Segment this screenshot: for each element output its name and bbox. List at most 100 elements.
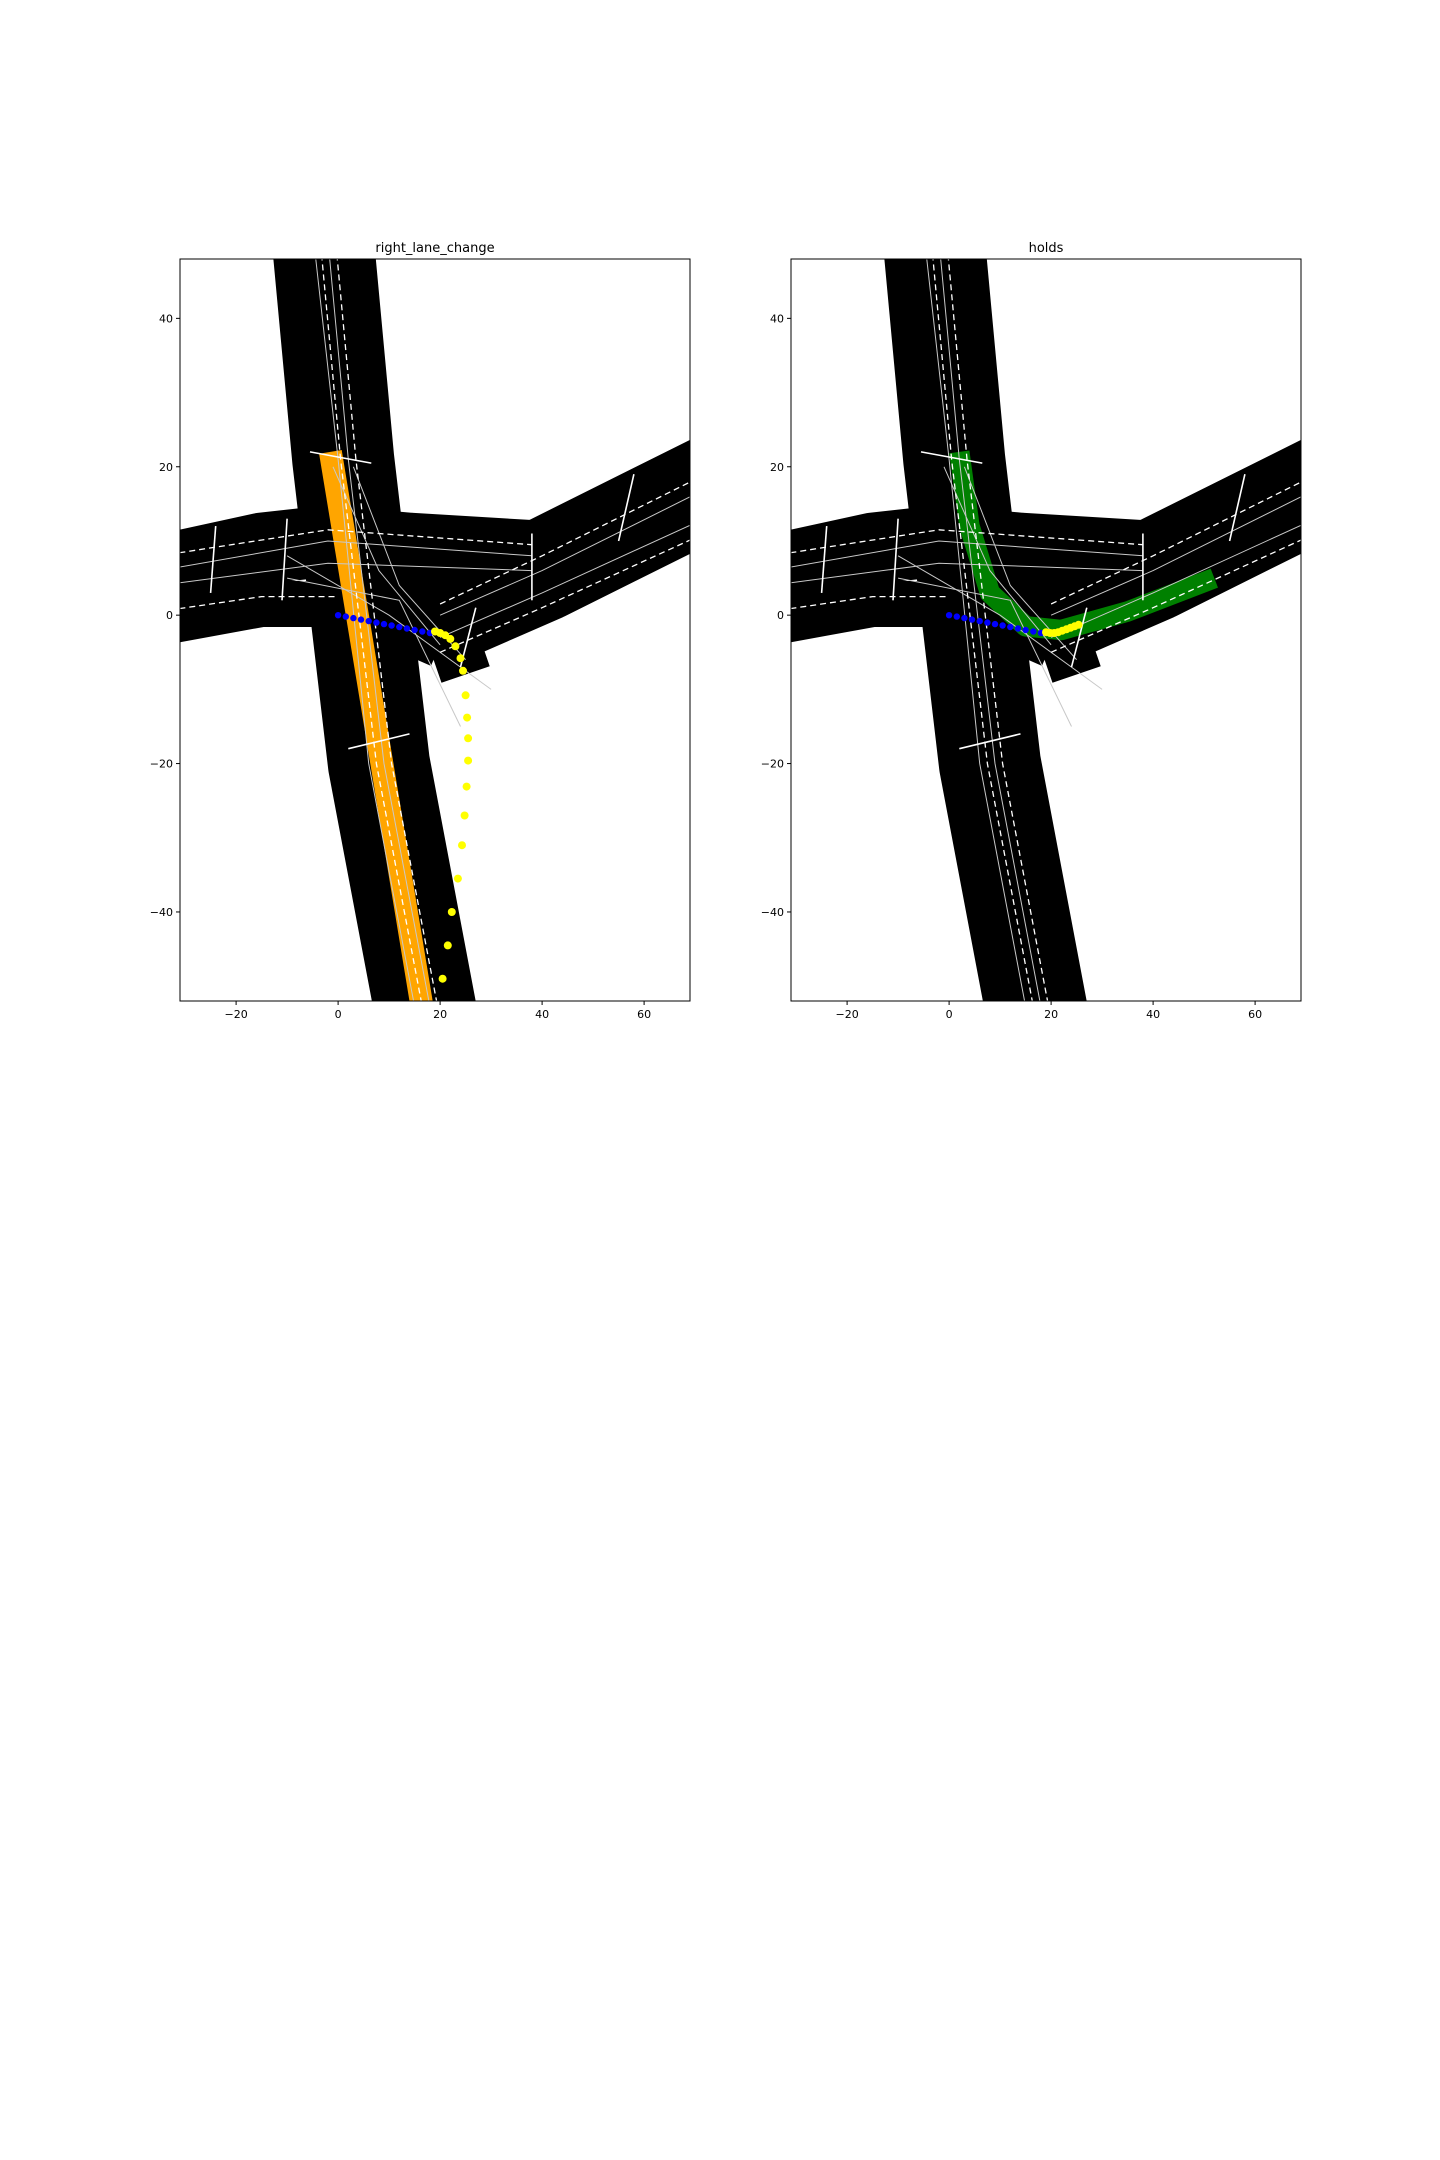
lane-divider (439, 539, 690, 653)
history-point (419, 628, 426, 635)
x-tick-label: 60 (637, 1008, 651, 1021)
x-tick-label: 40 (535, 1008, 549, 1021)
lane-centerline (287, 577, 461, 727)
prediction-point (463, 713, 472, 722)
lane-centerline (940, 259, 1041, 1001)
axes-frame (790, 258, 1302, 1002)
prediction-point (438, 974, 447, 983)
history-point (357, 616, 365, 623)
x-tick-label: 20 (433, 1008, 447, 1021)
lane-centerline (439, 496, 690, 616)
history-point (999, 622, 1006, 629)
y-tick-label: −40 (150, 906, 173, 919)
trajectory-points (334, 612, 473, 983)
history-point (976, 617, 983, 625)
axis-ticks: −20 0 20 40 60 40 20 0 −20 −40 (761, 312, 1262, 1021)
prediction-point (446, 634, 455, 643)
lane-divider (439, 481, 690, 605)
lane-divider (1050, 539, 1301, 653)
chart-title: holds (1029, 241, 1064, 256)
history-point (342, 613, 349, 620)
y-tick-label: 0 (777, 609, 784, 622)
y-tick-label: 0 (166, 609, 173, 622)
history-point (984, 619, 991, 626)
lane-centerline (791, 562, 1143, 584)
history-point (968, 616, 976, 623)
x-tick-label: 20 (1044, 1008, 1058, 1021)
prediction-point (464, 734, 473, 743)
history-point (1014, 625, 1022, 632)
x-tick-label: 0 (946, 1008, 953, 1021)
y-tick-label: −40 (761, 906, 784, 919)
prediction-point (443, 941, 452, 950)
lane-centerline (332, 466, 441, 646)
history-point (365, 617, 372, 625)
highlight-lane-band (319, 450, 433, 1001)
highlighted-lane (319, 450, 433, 1001)
lane-divider (180, 529, 532, 554)
lane-divider (791, 595, 950, 610)
y-tick-label: −20 (150, 758, 173, 771)
segment-boundary (617, 474, 635, 542)
lane-divider (321, 259, 422, 1001)
history-point (1022, 626, 1029, 634)
history-point (1007, 623, 1014, 631)
lane-centerline (315, 259, 415, 1001)
prediction-point (462, 782, 471, 791)
lane-centerline (180, 540, 532, 568)
lane-centerline (286, 555, 492, 690)
highlighted-lane (949, 450, 1218, 641)
y-tick-label: 20 (159, 461, 173, 474)
prediction-point (458, 841, 466, 850)
segment-boundary (209, 526, 217, 593)
history-point (334, 612, 342, 619)
lane-centerline (926, 259, 1026, 1001)
x-tick-label: −20 (224, 1008, 247, 1021)
segment-boundary (348, 733, 410, 750)
history-point (380, 620, 388, 628)
history-point (373, 619, 380, 626)
history-point (961, 614, 968, 622)
y-tick-label: 40 (159, 312, 173, 325)
prediction-point (453, 874, 462, 883)
segment-boundary (959, 733, 1021, 750)
lane-markings (180, 259, 690, 1001)
history-point (945, 612, 953, 619)
history-point (953, 613, 960, 620)
segment-boundary (820, 526, 828, 593)
segment-boundary (1070, 607, 1088, 668)
history-point (396, 623, 403, 631)
x-tick-label: 0 (335, 1008, 342, 1021)
subplot-holds: holds −20 0 20 40 60 40 20 0 −20 −40 (761, 241, 1302, 1021)
lane-divider (947, 259, 1049, 1001)
lane-divider (336, 259, 438, 1001)
prediction-point (447, 908, 456, 916)
history-point (411, 626, 418, 634)
lane-centerline (439, 524, 690, 638)
segment-boundary (1228, 474, 1246, 542)
chart-title: right_lane_change (375, 241, 494, 256)
y-tick-label: 40 (770, 312, 784, 325)
prediction-point (456, 654, 465, 663)
segment-boundary (920, 451, 983, 464)
lane-centerline (1050, 524, 1301, 638)
x-tick-label: 60 (1248, 1008, 1262, 1021)
x-tick-label: −20 (835, 1008, 858, 1021)
prediction-point (461, 691, 470, 700)
history-point (1030, 628, 1037, 635)
segment-boundary (309, 451, 372, 464)
lane-centerline (329, 259, 430, 1001)
y-tick-label: −20 (761, 758, 784, 771)
y-tick-label: 20 (770, 461, 784, 474)
subplot-right-lane-change: right_lane_change −20 0 20 40 60 40 20 0 −20 −40 (150, 241, 691, 1021)
lane-centerline (898, 577, 1072, 727)
lane-divider (791, 529, 1143, 554)
history-point (350, 614, 357, 622)
lane-divider (932, 259, 1033, 1001)
prediction-point (459, 666, 467, 675)
segment-boundary (281, 518, 288, 601)
trajectory-points (945, 612, 1083, 637)
axis-ticks: −20 0 20 40 60 40 20 0 −20 −40 (150, 312, 651, 1021)
lane-divider (180, 595, 339, 610)
